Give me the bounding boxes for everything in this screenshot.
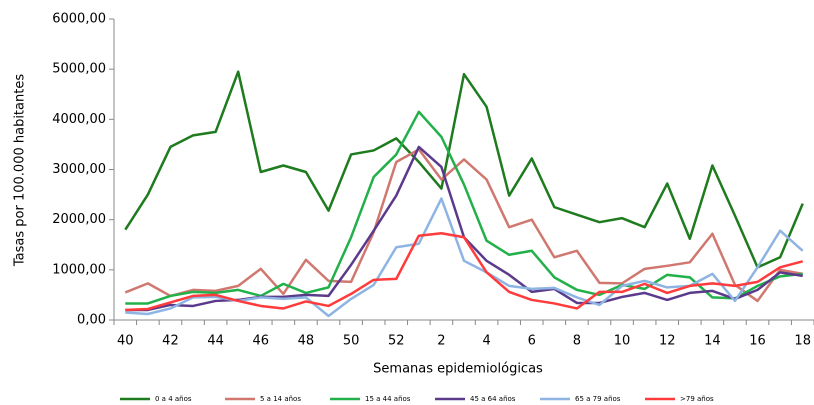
x-tick-label: 12 [659, 334, 676, 349]
x-tick-label: 4 [482, 334, 490, 349]
y-tick-label: 6000,00 [52, 12, 106, 27]
x-tick-label: 44 [207, 334, 224, 349]
legend-label: 5 a 14 años [260, 395, 301, 403]
x-axis-title: Semanas epidemiológicas [373, 362, 543, 377]
x-tick-label: 8 [573, 334, 581, 349]
legend-label: 15 a 44 años [365, 395, 411, 403]
y-tick-label: 2000,00 [52, 212, 106, 227]
legend-label: >79 años [680, 395, 714, 403]
x-tick-label: 42 [162, 334, 179, 349]
series-line [125, 110, 803, 305]
legend-label: 0 a 4 años [155, 395, 192, 403]
y-tick-label: 0,00 [77, 313, 106, 328]
x-tick-label: 16 [749, 334, 766, 349]
x-tick-label: 48 [298, 334, 315, 349]
x-tick-label: 2 [437, 334, 445, 349]
y-tick-label: 3000,00 [52, 162, 106, 177]
y-axis-title: Tasas por 100.000 habitantes [13, 74, 28, 267]
series-line [124, 70, 804, 269]
y-tick-label: 5000,00 [52, 62, 106, 77]
x-tick-label: 18 [794, 334, 811, 349]
series-line [124, 148, 803, 303]
x-tick-label: 10 [614, 334, 631, 349]
legend-label: 45 a 64 años [470, 395, 516, 403]
y-tick-label: 4000,00 [52, 112, 106, 127]
x-tick-label: 50 [343, 334, 360, 349]
x-tick-label: 14 [704, 334, 721, 349]
x-tick-label: 46 [253, 334, 270, 349]
x-tick-label: 6 [528, 334, 536, 349]
x-tick-label: 40 [117, 334, 134, 349]
series-line [125, 231, 804, 312]
legend-label: 65 a 79 años [575, 395, 621, 403]
y-tick-label: 1000,00 [52, 262, 106, 277]
x-tick-label: 52 [388, 334, 405, 349]
